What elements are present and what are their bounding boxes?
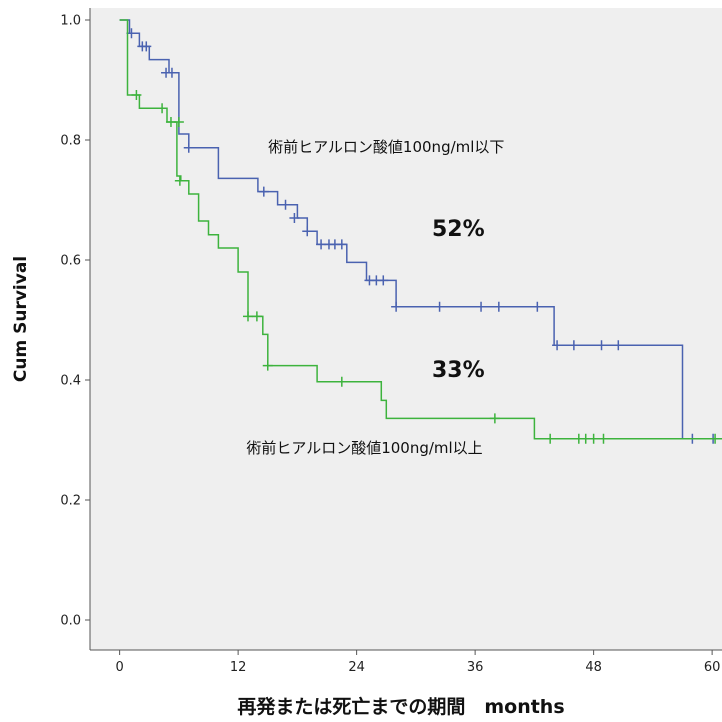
- censor-mark: [243, 311, 253, 322]
- censor-mark: [588, 433, 599, 444]
- censor-mark: [545, 433, 556, 444]
- series-layer: [119, 19, 722, 444]
- censor-mark: [568, 340, 579, 351]
- annotation-2: 52%: [432, 217, 485, 242]
- censor-mark: [710, 433, 721, 444]
- y-tick-label: 0.6: [60, 254, 81, 269]
- series-2: [119, 19, 722, 444]
- x-tick-label: 48: [585, 660, 602, 675]
- censor-mark: [166, 67, 177, 78]
- censor-mark: [174, 175, 185, 186]
- x-axis-title: 再発または死亡までの期間 months: [237, 695, 564, 718]
- censor-mark: [596, 340, 607, 351]
- censor-mark: [173, 117, 184, 127]
- censor-mark: [552, 340, 563, 351]
- x-tick-label: 60: [704, 660, 721, 675]
- censor-mark: [489, 413, 500, 424]
- censor-mark: [391, 301, 402, 312]
- annotation-layer: 術前ヒアルロン酸値100ng/ml以下 52% 33% 術前ヒアルロン酸値100ng/…: [246, 138, 504, 457]
- censor-mark: [493, 301, 504, 312]
- y-axis-title: Cum Survival: [11, 256, 31, 382]
- x-tick-label: 0: [115, 660, 123, 675]
- series-1: [119, 19, 722, 444]
- annotation-4: 術前ヒアルロン酸値100ng/ml以上: [246, 439, 482, 457]
- censor-mark: [336, 239, 347, 250]
- x-tick-label: 36: [467, 660, 484, 675]
- censor-mark: [183, 142, 194, 153]
- censor-mark: [613, 340, 624, 351]
- plot-background: [90, 8, 722, 650]
- censor-mark: [157, 103, 168, 114]
- censor-mark: [336, 376, 347, 387]
- y-tick-label: 0.8: [60, 134, 81, 149]
- censor-mark: [141, 41, 152, 52]
- censor-mark: [378, 275, 389, 286]
- y-tick-label: 0.4: [60, 374, 81, 389]
- censor-mark: [262, 360, 273, 371]
- censor-mark: [302, 226, 313, 237]
- censor-mark: [598, 433, 609, 444]
- censor-mark: [131, 90, 142, 100]
- survival-step-line: [119, 19, 722, 440]
- censor-mark: [289, 213, 300, 223]
- y-tick-label: 1.0: [60, 14, 81, 29]
- y-tick-label: 0.2: [60, 494, 81, 509]
- censor-mark: [251, 311, 262, 322]
- censor-mark: [280, 199, 291, 210]
- annotation-3: 33%: [432, 358, 485, 383]
- censor-mark: [532, 301, 543, 312]
- x-tick-label: 12: [230, 660, 247, 675]
- annotation-1: 術前ヒアルロン酸値100ng/ml以下: [268, 138, 504, 156]
- axis-layer: 0.0 0.2 0.4 0.6 0.8 1.0 0 12 24 36 48 60: [60, 8, 722, 675]
- censor-mark: [258, 186, 269, 197]
- x-tick-label: 24: [348, 660, 365, 675]
- censor-mark: [476, 301, 487, 312]
- censor-mark: [434, 301, 445, 312]
- y-tick-label: 0.0: [60, 614, 81, 629]
- survival-step-line: [119, 19, 722, 440]
